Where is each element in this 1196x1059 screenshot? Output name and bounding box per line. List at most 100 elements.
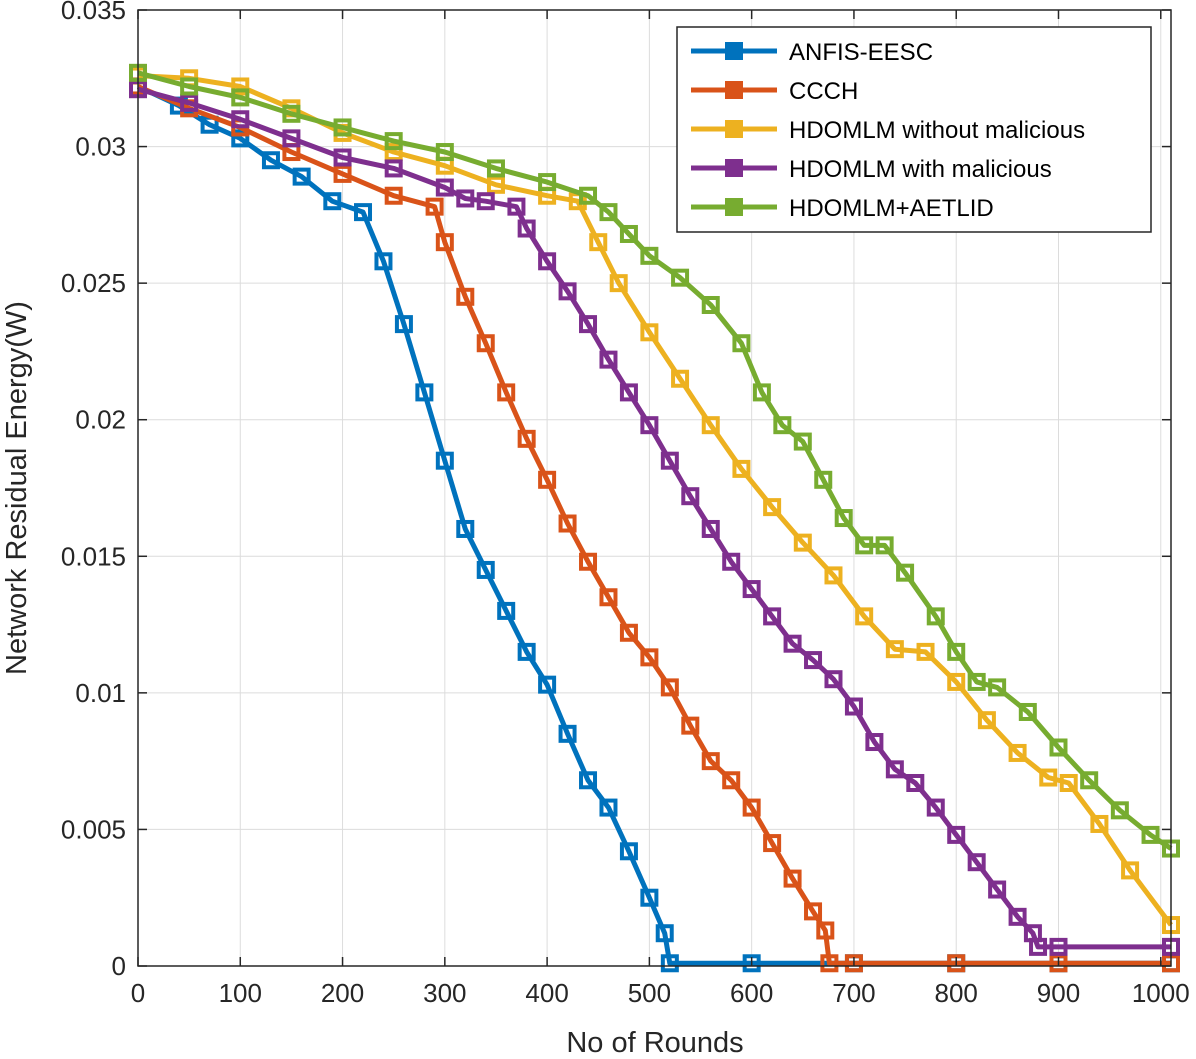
legend-swatch-marker [725,120,743,138]
data-point [476,192,495,211]
data-point [354,203,373,222]
data-point [967,853,986,872]
data-point [814,470,833,489]
data-point [947,642,966,661]
data-point [517,642,536,661]
legend-swatch-marker [725,81,743,99]
data-point [660,451,679,470]
legend-item: CCCH [691,78,858,105]
data-point [701,519,720,538]
data-point [1059,773,1078,792]
x-tick-label: 700 [832,978,875,1008]
legend-label: HDOMLM without malicious [789,117,1085,144]
y-tick-label: 0.02 [75,405,126,435]
data-point [231,129,250,148]
data-point [773,416,792,435]
data-point [1049,738,1068,757]
data-point [435,178,454,197]
data-point [916,642,935,661]
data-point [1018,702,1037,721]
x-tick-label: 100 [219,978,262,1008]
data-point [599,350,618,369]
data-point [896,563,915,582]
legend-item: HDOMLM without malicious [691,117,1085,144]
data-point [456,519,475,538]
data-point [282,129,301,148]
x-tick-label: 0 [131,978,145,1008]
plot-frame [137,9,1172,967]
data-point [579,315,598,334]
data-point [926,607,945,626]
legend: ANFIS-EESC CCCH HDOMLM without malicious HD… [676,26,1152,233]
data-point [497,383,516,402]
legend-swatch-marker [725,159,743,177]
data-point [1008,743,1027,762]
data-point [820,954,839,973]
data-point [435,451,454,470]
x-tick-label: 500 [628,978,671,1008]
data-point [1039,768,1058,787]
data-point [701,752,720,771]
data-point [640,323,659,342]
data-point [517,219,536,238]
data-point [579,186,598,205]
data-point [947,825,966,844]
data-point [538,173,557,192]
y-tick-label: 0.035 [61,0,126,25]
data-point [855,607,874,626]
data-point [701,416,720,435]
data-point [947,672,966,691]
data-point [538,470,557,489]
data-point [783,634,802,653]
data-point [855,536,874,555]
data-point [384,132,403,151]
data-point [834,509,853,528]
data-point [384,143,403,162]
legend-item: ANFIS-EESC [691,39,933,66]
series-4 [129,63,1180,858]
data-point [558,724,577,743]
data-point [1090,814,1109,833]
legend-label: CCCH [789,78,858,105]
x-tick-label: 800 [935,978,978,1008]
data-point [844,954,863,973]
legend-item: HDOMLM with malicious [691,156,1052,183]
data-point [783,869,802,888]
data-point [435,143,454,162]
data-point [1110,801,1129,820]
data-point [947,954,966,973]
data-point [732,334,751,353]
data-point [988,880,1007,899]
data-point [333,118,352,137]
data-point [619,224,638,243]
data-point [384,159,403,178]
data-point [599,203,618,222]
data-point [1080,771,1099,790]
data-point [967,672,986,691]
data-point [640,416,659,435]
data-point [619,383,638,402]
data-point [885,760,904,779]
data-point [486,159,505,178]
x-tick-label: 200 [321,978,364,1008]
data-point [681,716,700,735]
data-point [1008,907,1027,926]
data-point [579,771,598,790]
data-point [640,888,659,907]
data-point [599,798,618,817]
data-point [333,164,352,183]
data-point [599,588,618,607]
data-point [1121,861,1140,880]
data-point [804,651,823,670]
data-point [435,233,454,252]
data-point [415,383,434,402]
data-point [558,514,577,533]
data-point [180,93,199,112]
x-tick-label: 300 [423,978,466,1008]
data-point [844,697,863,716]
data-point [722,771,741,790]
data-point [517,429,536,448]
data-point [1141,825,1160,844]
data-point [456,189,475,208]
